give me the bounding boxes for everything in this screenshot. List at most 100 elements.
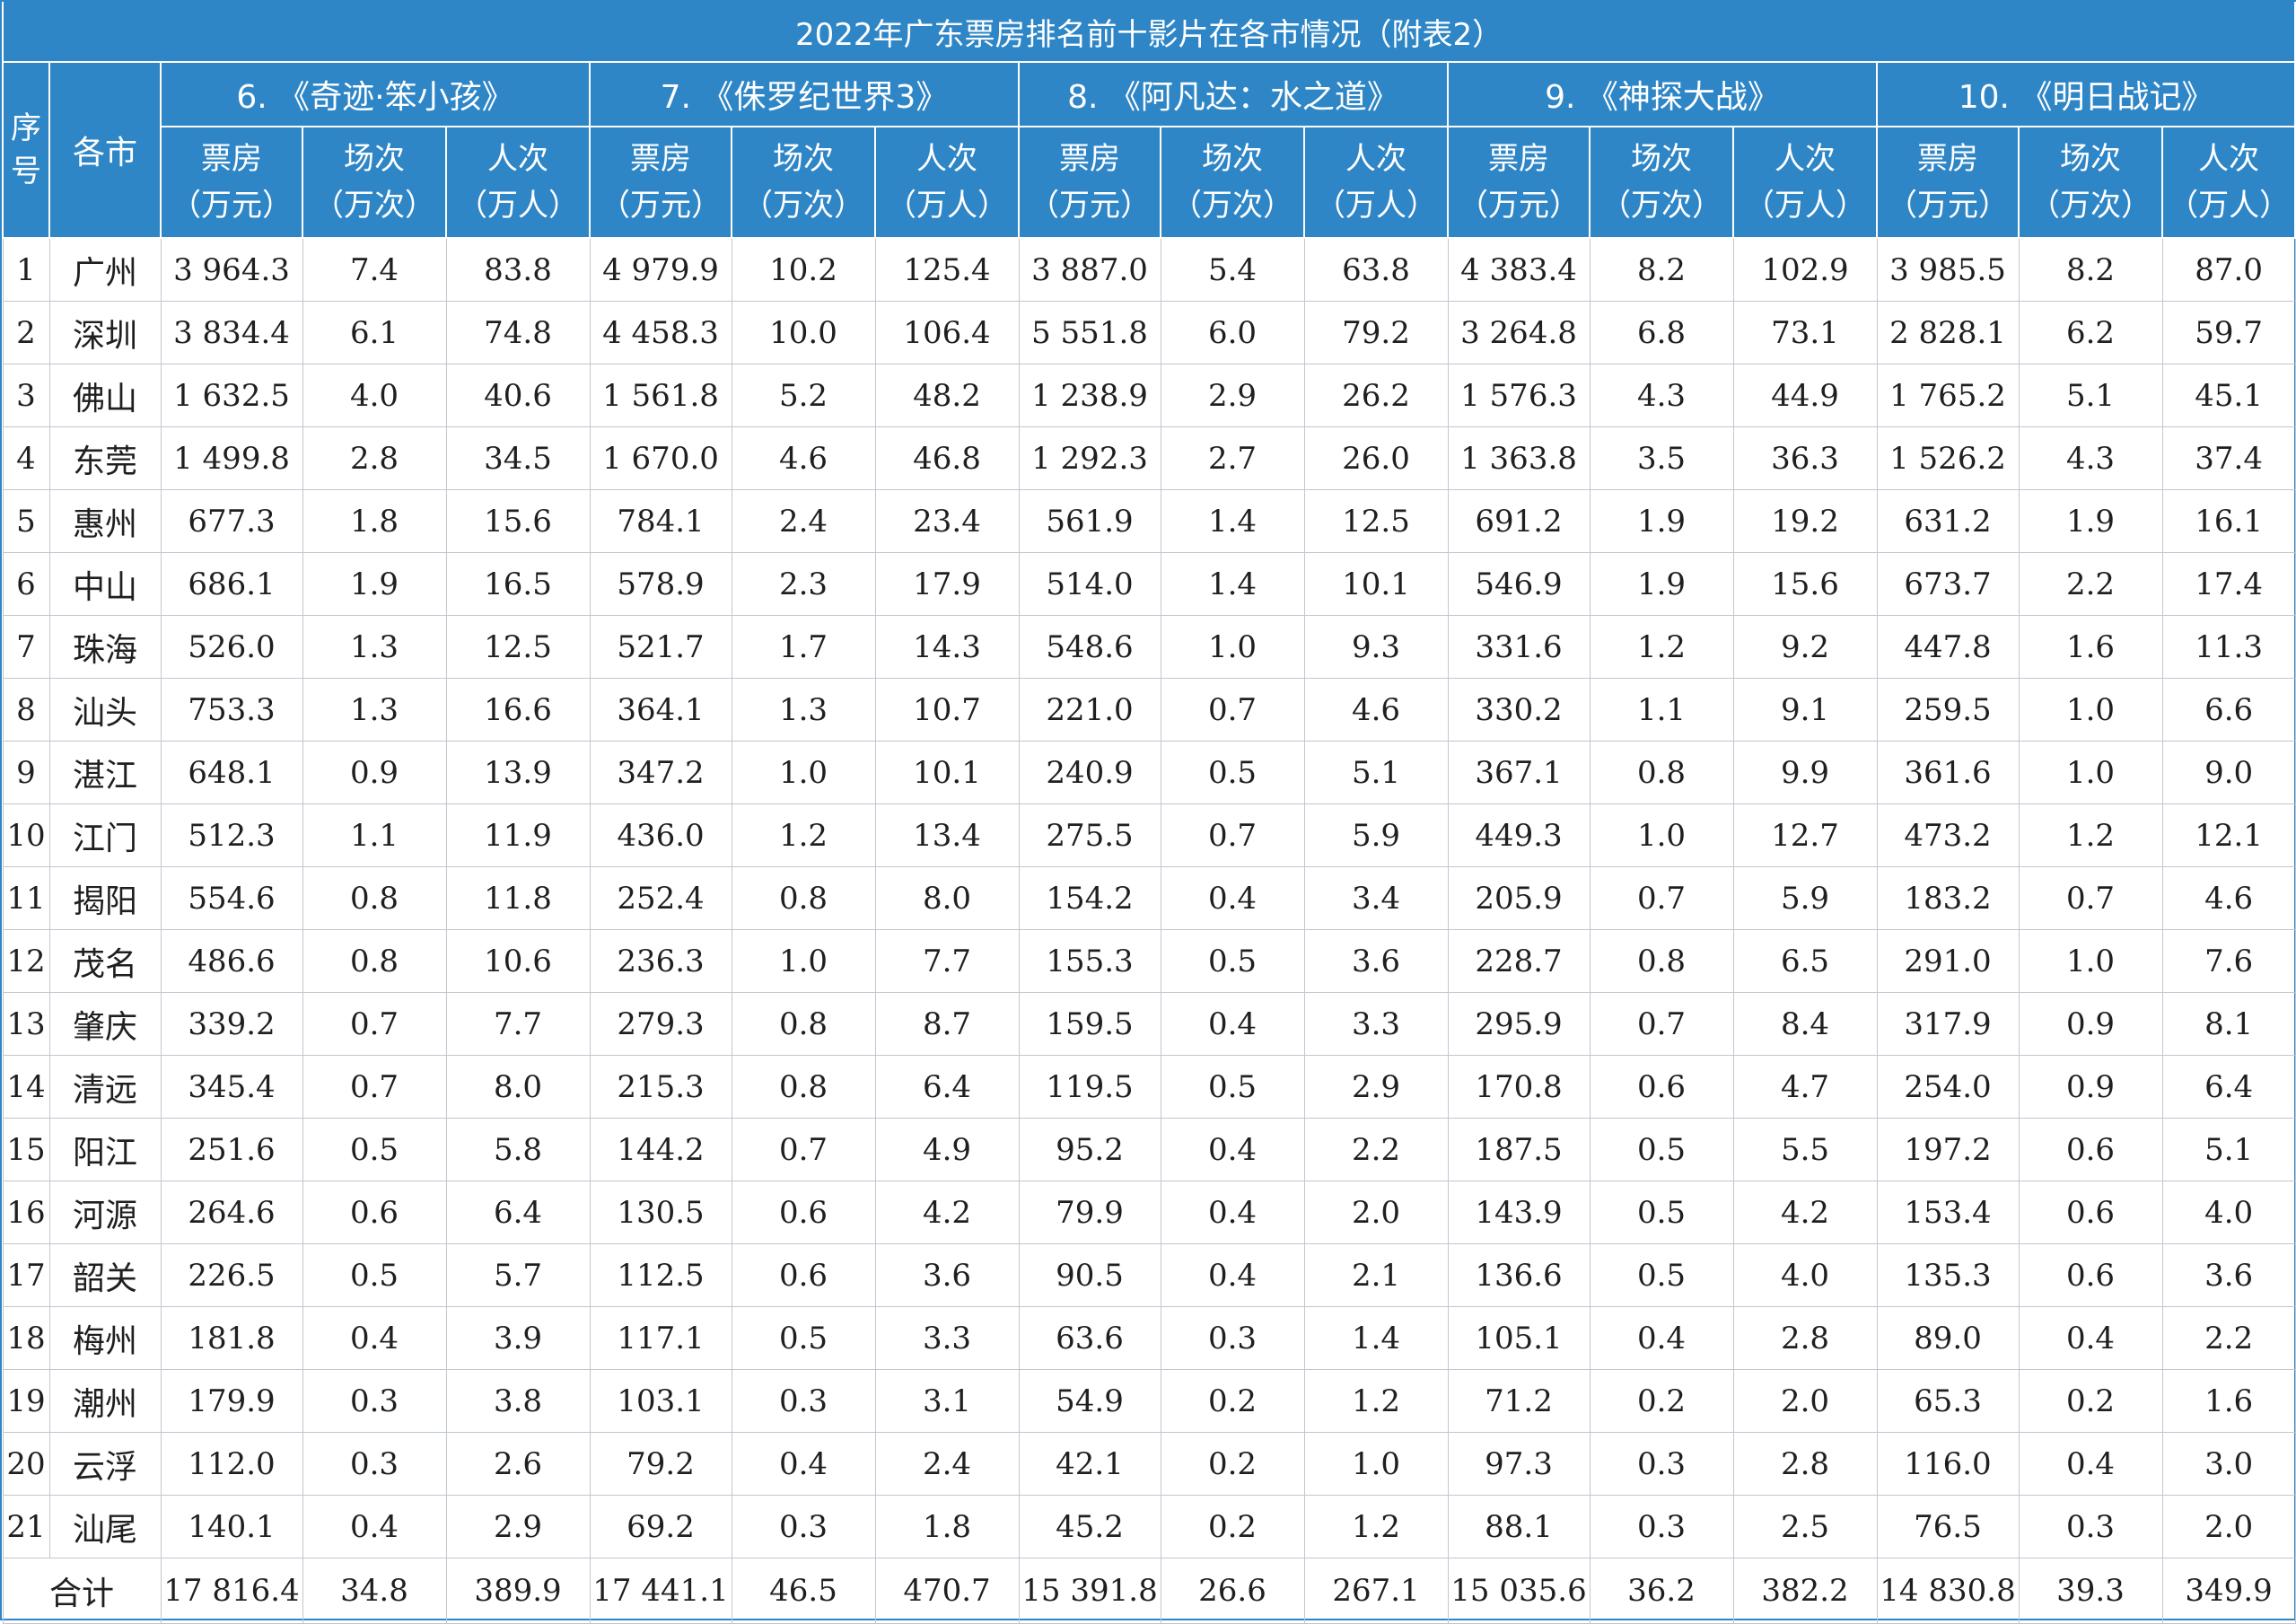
metric-header-name: 场次 <box>344 141 405 177</box>
city-name-cell: 潮州 <box>48 1369 162 1433</box>
value-cell-screenings: 0.9 <box>2018 992 2163 1056</box>
value-cell-admissions: 3.6 <box>874 1243 1020 1307</box>
value-cell-box-office: 673.7 <box>1876 552 2020 616</box>
metric-header-screenings: 场次 （万次） <box>731 126 876 239</box>
value-cell-admissions: 83.8 <box>445 237 591 302</box>
value-cell-box-office: 449.3 <box>1447 803 1591 867</box>
value-cell-screenings: 1.1 <box>302 803 447 867</box>
value-cell-admissions: 3.3 <box>1303 992 1449 1056</box>
value-cell-box-office: 69.2 <box>589 1495 732 1558</box>
table-row: 7 珠海 526.0 1.3 12.5 521.7 1.7 14.3 548.6 1.0 9.3 33… <box>2 615 2296 679</box>
row-index-cell: 2 <box>2 301 50 364</box>
metric-header-name: 票房 <box>1917 141 1978 177</box>
value-cell-screenings: 1.0 <box>2018 741 2163 804</box>
value-cell-box-office: 367.1 <box>1447 741 1591 804</box>
value-cell-screenings: 0.7 <box>302 1055 447 1119</box>
row-index-cell: 7 <box>2 615 50 679</box>
value-cell-screenings: 4.3 <box>1589 364 1734 427</box>
value-cell-box-office: 3 985.5 <box>1876 237 2020 302</box>
metric-header-admissions: 人次 （万人） <box>2160 126 2296 239</box>
metric-header-screenings: 场次 （万次） <box>1160 126 1305 239</box>
value-cell-screenings: 0.7 <box>1589 866 1734 930</box>
value-cell-box-office: 1 561.8 <box>589 364 732 427</box>
value-cell-admissions: 34.5 <box>445 426 591 490</box>
value-cell-box-office: 447.8 <box>1876 615 2020 679</box>
value-cell-box-office: 240.9 <box>1018 741 1161 804</box>
value-cell-admissions: 5.9 <box>1732 866 1878 930</box>
metric-header-unit: （万次） <box>313 188 435 224</box>
value-cell-box-office: 251.6 <box>160 1118 303 1181</box>
value-cell-box-office: 116.0 <box>1876 1432 2020 1496</box>
value-cell-box-office: 144.2 <box>589 1118 732 1181</box>
value-cell-screenings: 2.2 <box>2018 552 2163 616</box>
value-cell-screenings: 0.6 <box>2018 1118 2163 1181</box>
value-cell-box-office: 1 526.2 <box>1876 426 2020 490</box>
value-cell-screenings: 0.3 <box>2018 1495 2163 1558</box>
value-cell-screenings: 0.3 <box>731 1369 876 1433</box>
metric-header-name: 票房 <box>630 141 691 177</box>
value-cell-screenings: 1.0 <box>1589 803 1734 867</box>
value-cell-admissions: 5.1 <box>1303 741 1449 804</box>
value-cell-box-office: 364.1 <box>589 678 732 742</box>
metric-header-unit: （万元） <box>1029 188 1151 224</box>
value-cell-screenings: 1.3 <box>302 678 447 742</box>
value-cell-screenings: 0.9 <box>2018 1055 2163 1119</box>
value-cell-screenings: 1.0 <box>1160 615 1305 679</box>
value-cell-screenings: 1.1 <box>1589 678 1734 742</box>
table-row: 11 揭阳 554.6 0.8 11.8 252.4 0.8 8.0 154.2 0.4 3.4 20… <box>2 866 2296 930</box>
value-cell-screenings: 0.3 <box>1589 1432 1734 1496</box>
metric-header-name: 人次 <box>1345 141 1407 177</box>
table-row: 20 云浮 112.0 0.3 2.6 79.2 0.4 2.4 42.1 0.2 1.0 97.3 0… <box>2 1432 2296 1496</box>
total-value-cell-box-office: 14 830.8 <box>1876 1558 2020 1624</box>
value-cell-admissions: 2.8 <box>1732 1432 1878 1496</box>
metric-header-screenings: 场次 （万次） <box>1589 126 1734 239</box>
metric-header-unit: （万人） <box>1315 188 1437 224</box>
value-cell-box-office: 143.9 <box>1447 1181 1591 1244</box>
value-cell-screenings: 0.4 <box>1160 1181 1305 1244</box>
metric-header-unit: （万次） <box>1171 188 1293 224</box>
value-cell-box-office: 254.0 <box>1876 1055 2020 1119</box>
value-cell-box-office: 228.7 <box>1447 929 1591 993</box>
value-cell-admissions: 16.5 <box>445 552 591 616</box>
value-cell-box-office: 79.9 <box>1018 1181 1161 1244</box>
value-cell-screenings: 1.4 <box>1160 489 1305 553</box>
value-cell-admissions: 9.0 <box>2161 741 2296 804</box>
value-cell-admissions: 12.5 <box>445 615 591 679</box>
value-cell-screenings: 5.1 <box>2018 364 2163 427</box>
value-cell-admissions: 8.0 <box>874 866 1020 930</box>
value-cell-screenings: 0.8 <box>731 866 876 930</box>
value-cell-box-office: 187.5 <box>1447 1118 1591 1181</box>
value-cell-admissions: 8.1 <box>2161 992 2296 1056</box>
value-cell-box-office: 473.2 <box>1876 803 2020 867</box>
value-cell-screenings: 0.7 <box>731 1118 876 1181</box>
row-index-cell: 15 <box>2 1118 50 1181</box>
value-cell-admissions: 46.8 <box>874 426 1020 490</box>
value-cell-screenings: 1.6 <box>2018 615 2163 679</box>
value-cell-box-office: 347.2 <box>589 741 732 804</box>
value-cell-screenings: 0.3 <box>302 1432 447 1496</box>
city-name-cell: 湛江 <box>48 741 162 804</box>
value-cell-box-office: 97.3 <box>1447 1432 1591 1496</box>
value-cell-box-office: 183.2 <box>1876 866 2020 930</box>
city-column-header: 各市 <box>48 61 162 239</box>
value-cell-screenings: 1.3 <box>302 615 447 679</box>
row-index-cell: 17 <box>2 1243 50 1307</box>
value-cell-admissions: 2.2 <box>2161 1306 2296 1370</box>
value-cell-admissions: 63.8 <box>1303 237 1449 302</box>
table-row: 10 江门 512.3 1.1 11.9 436.0 1.2 13.4 275.5 0.7 5.9 4… <box>2 803 2296 867</box>
metric-header-name: 场次 <box>1631 141 1692 177</box>
value-cell-screenings: 0.5 <box>1589 1181 1734 1244</box>
value-cell-admissions: 9.3 <box>1303 615 1449 679</box>
metric-header-unit: （万元） <box>1887 188 2009 224</box>
city-name-cell: 惠州 <box>48 489 162 553</box>
total-value-cell-box-office: 15 035.6 <box>1447 1558 1591 1624</box>
table-row: 9 湛江 648.1 0.9 13.9 347.2 1.0 10.1 240.9 0.5 5.1 36… <box>2 741 2296 804</box>
film-header-6: 6. 《奇迹·笨小孩》 <box>160 61 591 127</box>
metric-header-box-office: 票房 （万元） <box>1447 126 1591 239</box>
row-index-cell: 10 <box>2 803 50 867</box>
value-cell-box-office: 179.9 <box>160 1369 303 1433</box>
value-cell-box-office: 76.5 <box>1876 1495 2020 1558</box>
metric-header-name: 票房 <box>201 141 262 177</box>
value-cell-box-office: 63.6 <box>1018 1306 1161 1370</box>
